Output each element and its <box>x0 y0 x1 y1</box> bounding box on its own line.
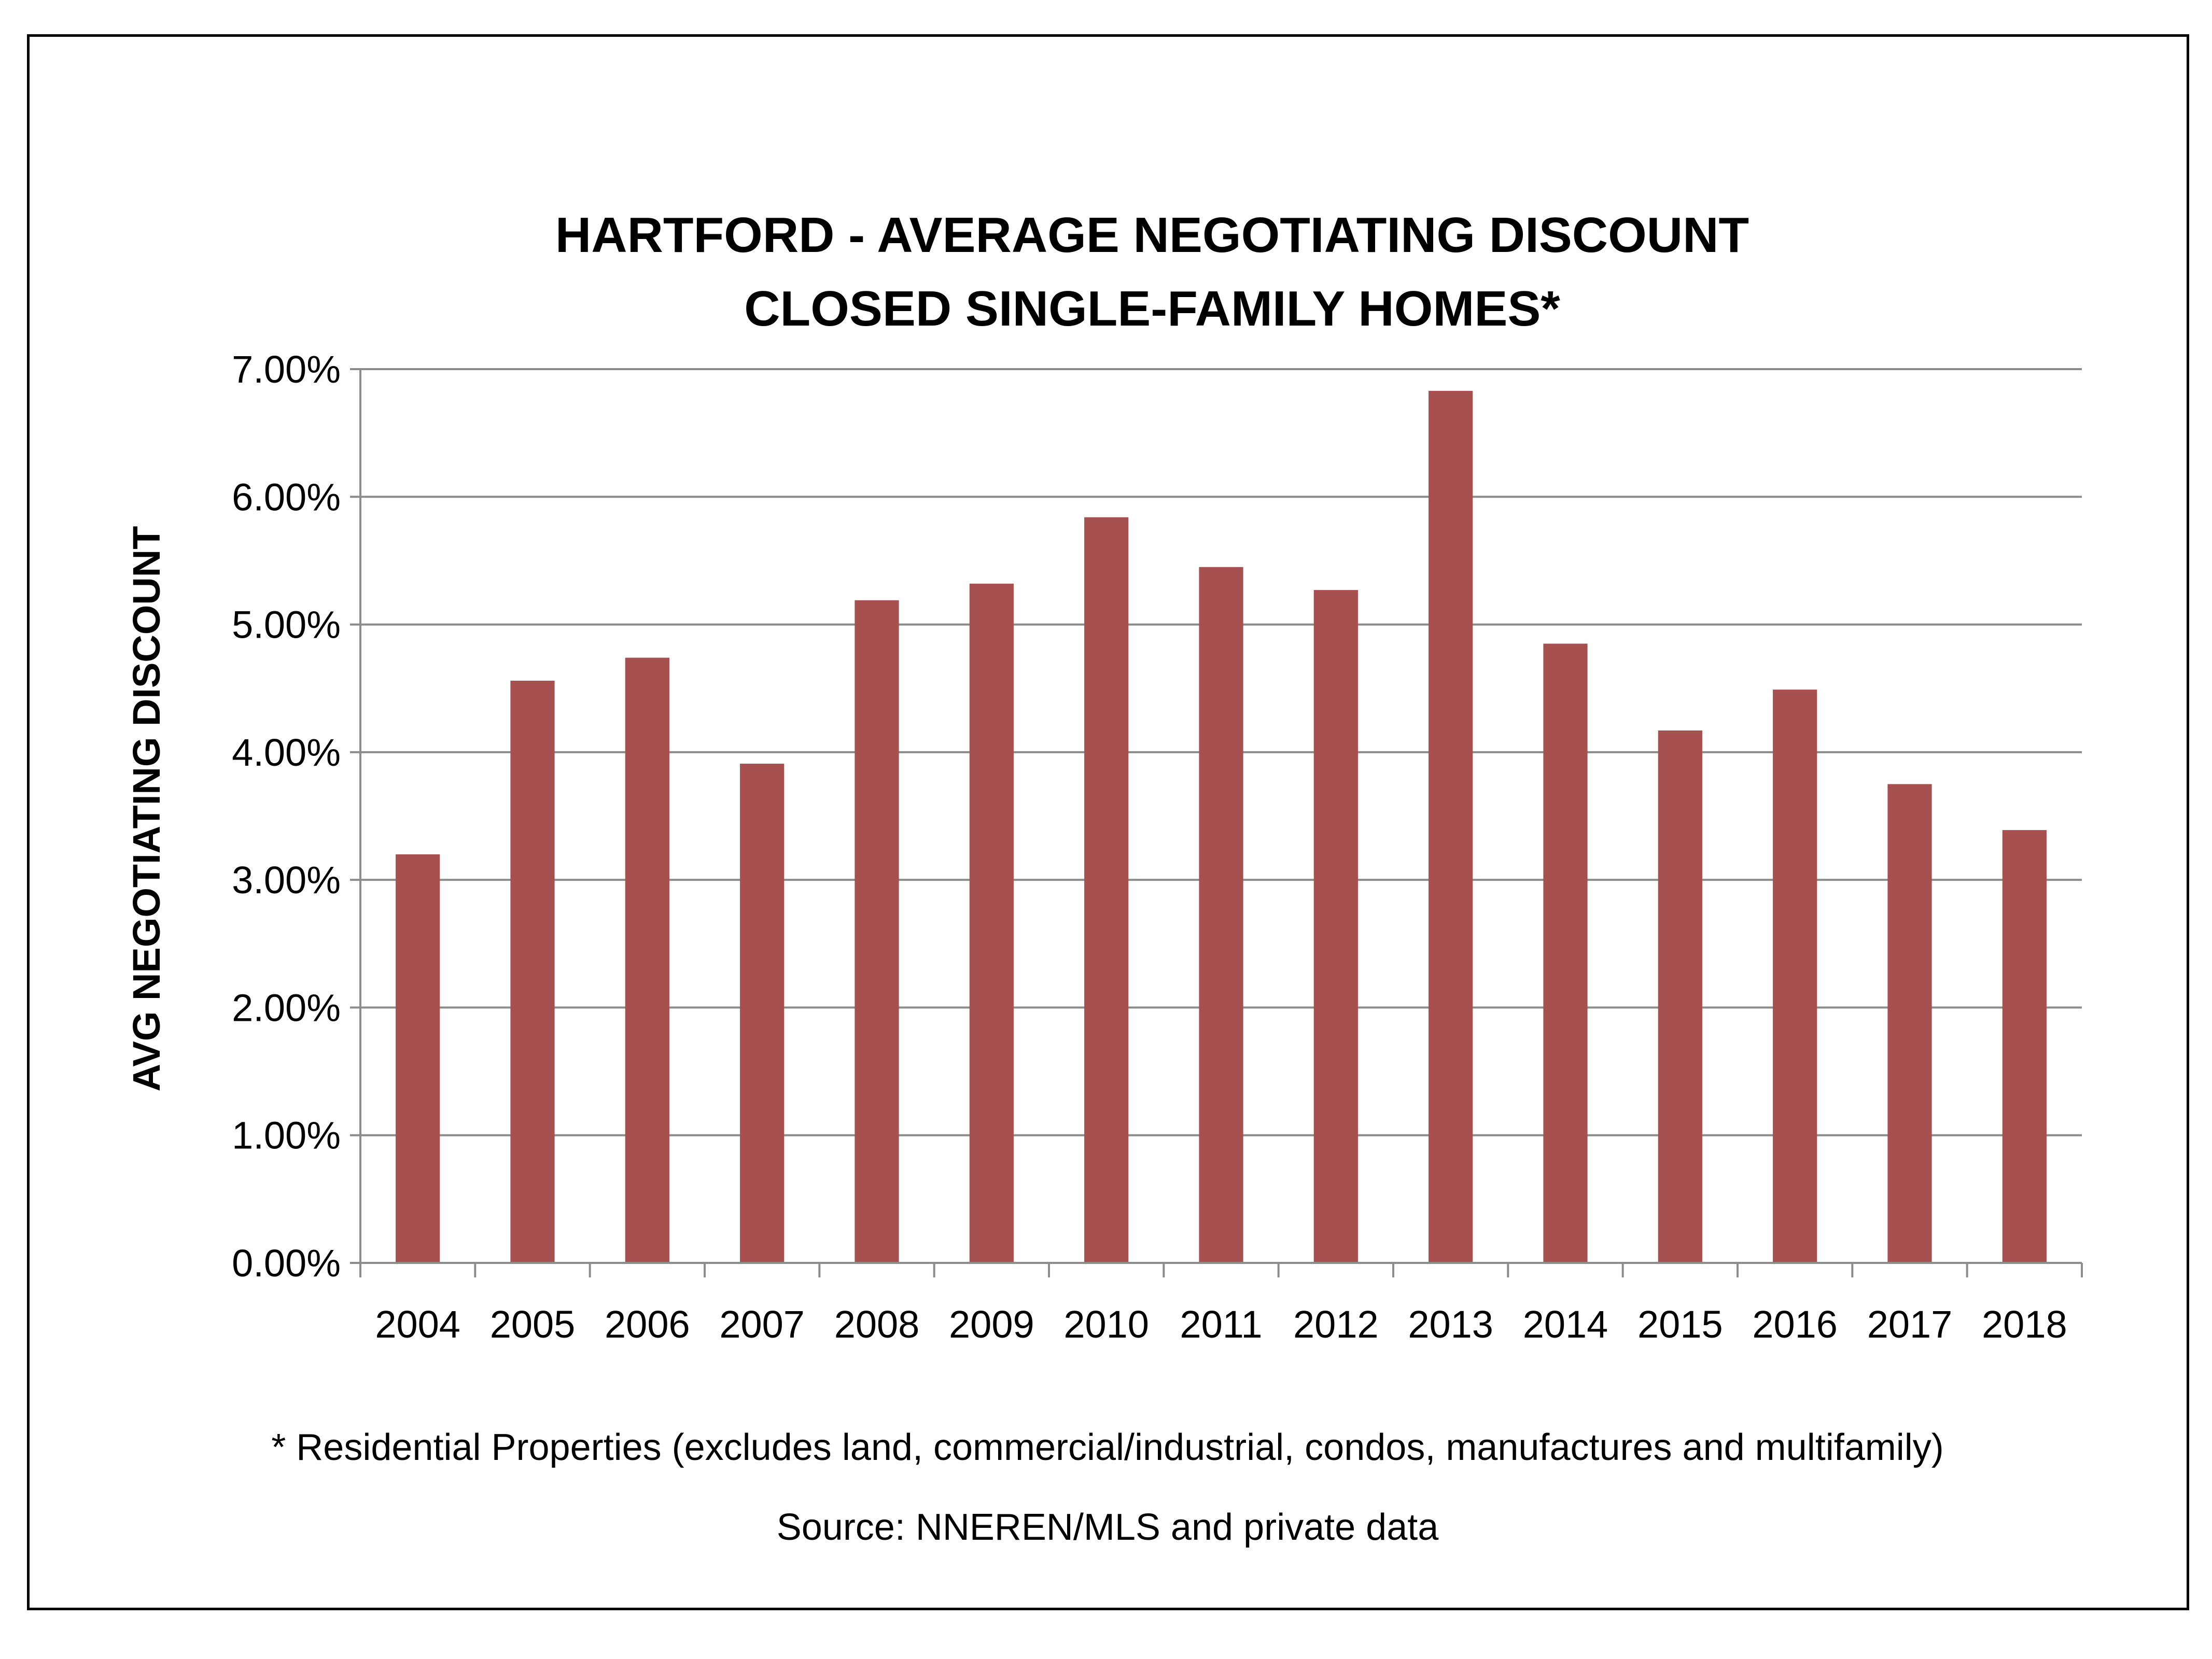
bar <box>625 657 669 1263</box>
y-tick-label: 1.00% <box>232 1114 341 1157</box>
bar <box>1429 390 1473 1263</box>
bar <box>2002 830 2047 1263</box>
bar <box>1773 690 1817 1263</box>
x-tick-label: 2005 <box>490 1303 576 1346</box>
x-tick-labels: 2004 2005 2006 2007 2008 2009 2010 2011 2012 2013… <box>375 1303 2067 1346</box>
x-tick-label: 2006 <box>605 1303 690 1346</box>
y-axis-label: AVG NEGOTIATING DISCOUNT <box>125 526 168 1092</box>
bar <box>396 854 440 1263</box>
y-tick-label: 7.00% <box>232 348 341 391</box>
bar <box>510 680 555 1263</box>
x-tick-label: 2008 <box>834 1303 920 1346</box>
x-tick-label: 2013 <box>1408 1303 1493 1346</box>
x-tick-label: 2009 <box>949 1303 1034 1346</box>
x-tick-label: 2010 <box>1063 1303 1149 1346</box>
x-tick-label: 2016 <box>1752 1303 1838 1346</box>
y-tick-label: 5.00% <box>232 603 341 646</box>
footnote: * Residential Properties (excludes land,… <box>271 1427 1943 1468</box>
x-tick-label: 2011 <box>1180 1303 1262 1346</box>
bar <box>1887 784 1932 1263</box>
bar <box>855 600 899 1263</box>
x-tick-label: 2014 <box>1523 1303 1608 1346</box>
y-tick-label: 4.00% <box>232 731 341 774</box>
y-tick-label: 3.00% <box>232 859 341 902</box>
x-tick-label: 2012 <box>1293 1303 1379 1346</box>
x-tick-label: 2017 <box>1867 1303 1953 1346</box>
x-tick-label: 2004 <box>375 1303 460 1346</box>
bar <box>1084 517 1129 1263</box>
bar <box>1313 590 1358 1263</box>
x-tick-label: 2015 <box>1637 1303 1723 1346</box>
y-tick-label: 0.00% <box>232 1242 341 1285</box>
y-tick-label: 6.00% <box>232 475 341 518</box>
y-tick-label: 2.00% <box>232 986 341 1029</box>
bar <box>969 583 1014 1263</box>
bars <box>396 390 2047 1263</box>
x-tick-label: 2007 <box>719 1303 805 1346</box>
x-tick-label: 2018 <box>1982 1303 2067 1346</box>
y-tick-labels: 0.00% 1.00% 2.00% 3.00% 4.00% 5.00% 6.00% 7.00% <box>232 348 341 1285</box>
bar <box>1658 730 1702 1263</box>
axes <box>350 369 2083 1277</box>
chart-title-line-1: HARTFORD - AVERAGE NEGOTIATING DISCOUNT <box>555 207 1749 263</box>
bar <box>1199 567 1243 1263</box>
source-note: Source: NNEREN/MLS and private data <box>777 1507 1439 1548</box>
bar <box>740 764 785 1263</box>
bar <box>1543 643 1588 1263</box>
chart-title-line-2: CLOSED SINGLE-FAMILY HOMES* <box>744 281 1560 336</box>
